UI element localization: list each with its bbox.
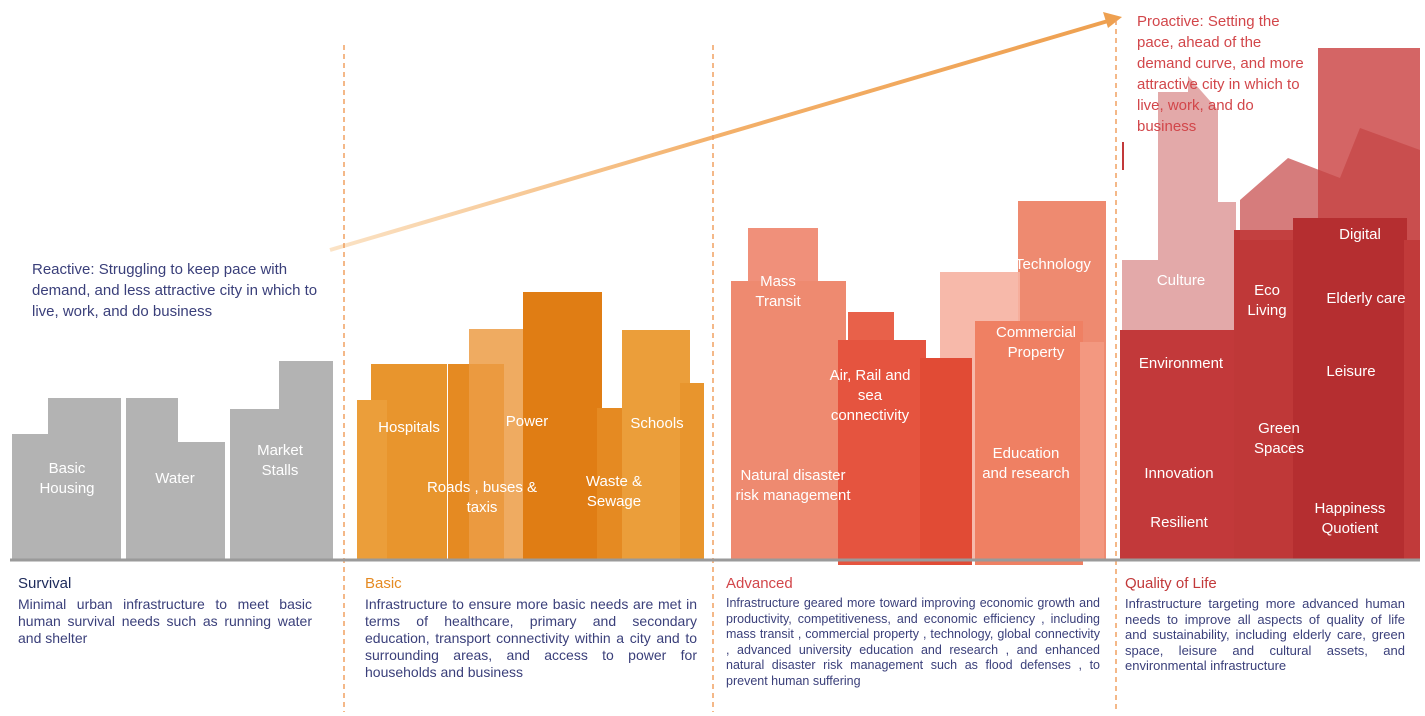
proactive-annotation: Proactive: Setting the pace, ahead of th… (1137, 11, 1317, 137)
building-culture (1122, 76, 1236, 330)
label-schools: Schools (630, 415, 684, 432)
stage-title: Survival (18, 575, 72, 592)
label-resilient: Resilient (1150, 514, 1208, 531)
advanced-buildings (731, 201, 1106, 565)
stage-title: Advanced (726, 575, 793, 592)
stage-basic: Basic Infrastructure to ensure more basi… (365, 574, 697, 681)
stage-description: Infrastructure geared more toward improv… (726, 596, 1100, 688)
building-power (523, 292, 602, 560)
label-water: Water (155, 470, 195, 487)
building-schools (622, 330, 690, 560)
building-digital (1293, 218, 1407, 560)
label-roads: Roads , buses & taxis (426, 479, 538, 516)
building-basic-housing (12, 398, 121, 560)
label-waste: Waste & Sewage (585, 473, 643, 510)
label-green-spaces: Green Spaces (1253, 420, 1305, 457)
stage-title: Quality of Life (1125, 575, 1217, 592)
stage-dividers (343, 20, 1117, 712)
proactive-label: Proactive: (1137, 13, 1204, 30)
stage-description: Minimal urban infrastructure to meet bas… (18, 596, 312, 646)
label-elderly: Elderly care (1326, 290, 1406, 307)
stage-survival: Survival Minimal urban infrastructure to… (18, 574, 312, 647)
building-water (126, 398, 225, 560)
building-education (975, 321, 1083, 565)
label-market-stalls: Market Stalls (257, 442, 303, 479)
label-culture: Culture (1156, 272, 1206, 289)
building-environment (1120, 330, 1245, 560)
label-power: Power (505, 413, 549, 430)
survival-buildings (12, 361, 333, 560)
reactive-annotation: Reactive: Struggling to keep pace with d… (32, 261, 318, 320)
label-leisure: Leisure (1326, 363, 1376, 380)
label-hospitals: Hospitals (378, 419, 440, 436)
stage-description: Infrastructure targeting more advanced h… (1125, 596, 1405, 673)
building-eco-living (1234, 230, 1296, 560)
label-basic-housing: Basic Housing (39, 460, 95, 497)
stage-description: Infrastructure to ensure more basic need… (365, 596, 697, 680)
building-roof-shape (1240, 128, 1420, 240)
label-digital: Digital (1339, 226, 1381, 243)
label-natural-disaster: Natural disaster risk management (735, 467, 851, 504)
label-mass-transit: Mass Transit (755, 273, 801, 310)
basic-buildings (357, 292, 704, 560)
label-commercial: Commercial Property (995, 324, 1076, 361)
stage-title: Basic (365, 575, 402, 592)
label-innovation: Innovation (1144, 465, 1214, 482)
stage-advanced: Advanced Infrastructure geared more towa… (726, 574, 1100, 689)
proactive-text: Setting the pace, ahead of the demand cu… (1137, 13, 1304, 135)
label-happiness: Happiness Quotient (1314, 500, 1386, 537)
quality-buildings (1120, 48, 1420, 560)
building-market-stalls (230, 361, 333, 560)
growth-arrow (329, 12, 1122, 252)
building-air-rail (838, 340, 926, 565)
label-education: Education and research (982, 445, 1070, 482)
label-air-rail: Air, Rail and sea connectivity (829, 367, 911, 424)
label-technology: Technology (1015, 256, 1091, 273)
label-eco-living: Eco Living (1247, 282, 1287, 319)
label-environment: Environment (1138, 355, 1224, 372)
stage-quality: Quality of Life Infrastructure targeting… (1125, 574, 1405, 674)
